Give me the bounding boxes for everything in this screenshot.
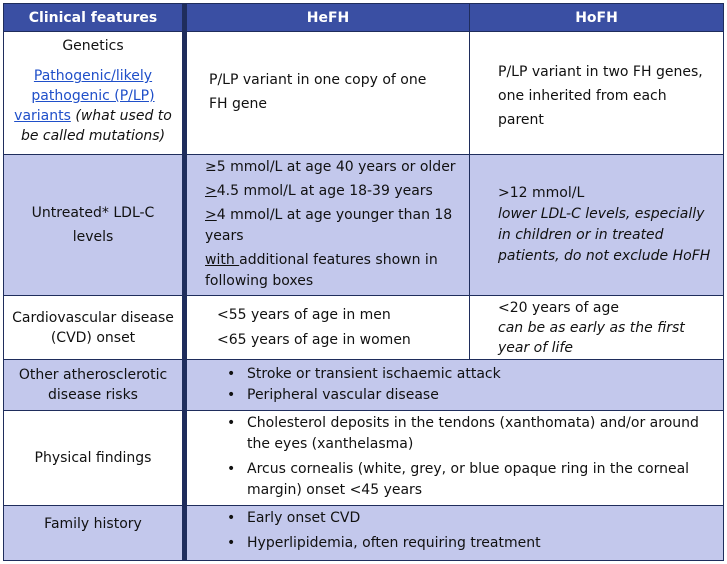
header-label: HoFH bbox=[575, 9, 618, 26]
family-label-cell: Family history bbox=[4, 506, 182, 560]
cvd-label-cell: Cardiovascular disease (CVD) onset bbox=[4, 296, 182, 359]
row-divider bbox=[3, 154, 724, 155]
genetics-hofh-cell: P/LP variant in two FH genes, one inheri… bbox=[470, 32, 723, 154]
header-label: Clinical features bbox=[28, 9, 158, 26]
ldl-hefh-line4: with additional features shown in follow… bbox=[205, 250, 459, 292]
variants-note: (what used to be called mutations) bbox=[20, 108, 172, 144]
cvd-hofh-cell: <20 years of age can be as early as the … bbox=[470, 296, 723, 359]
cvd-hofh-note: can be as early as the first year of lif… bbox=[498, 320, 685, 356]
ldl-hefh-line3-text: 4 mmol/L at age younger than 18 years bbox=[205, 207, 453, 244]
ldl-hofh-note: lower LDL-C levels, especially in childr… bbox=[498, 206, 711, 264]
row-divider bbox=[3, 410, 724, 411]
genetics-label-cell: Genetics Pathogenic/likely pathogenic (P… bbox=[4, 32, 182, 154]
row-divider bbox=[3, 359, 724, 360]
genetics-label: Genetics bbox=[62, 38, 124, 54]
physical-item: Arcus cornealis (white, grey, or blue op… bbox=[219, 459, 713, 501]
column-divider bbox=[469, 3, 470, 360]
other-item: Peripheral vascular disease bbox=[219, 385, 713, 406]
genetics-hofh-text: P/LP variant in two FH genes, one inheri… bbox=[498, 64, 703, 128]
cvd-hefh-cell: <55 years of age in men <65 years of age… bbox=[187, 296, 469, 359]
ldl-hefh-line2-text: 4.5 mmol/L at age 18-39 years bbox=[216, 183, 433, 199]
ldl-hefh-line2-symbol: > bbox=[205, 183, 217, 199]
physical-items-cell: Cholesterol deposits in the tendons (xan… bbox=[187, 411, 723, 505]
physical-label: Physical findings bbox=[34, 450, 152, 466]
border-top bbox=[3, 3, 724, 4]
row-divider bbox=[3, 295, 724, 296]
other-label: Other atherosclerotic disease risks bbox=[18, 367, 168, 403]
ldl-hefh-line1: ≥5 mmol/L at age 40 years or older bbox=[205, 159, 456, 175]
ldl-label-cell: Untreated* LDL-C levels bbox=[4, 155, 182, 295]
header-hofh: HoFH bbox=[470, 4, 723, 31]
other-item: Stroke or transient ischaemic attack bbox=[219, 364, 713, 385]
row-divider bbox=[3, 31, 724, 32]
ldl-hefh-cell: ≥5 mmol/L at age 40 years or older >4.5 … bbox=[187, 155, 469, 295]
family-item: Hyperlipidemia, often requiring treatmen… bbox=[219, 533, 713, 554]
ldl-hefh-line4-with: with bbox=[205, 252, 240, 268]
thick-column-divider bbox=[182, 3, 187, 561]
ldl-hefh-line3-symbol: > bbox=[205, 207, 217, 223]
ldl-hefh-line3: >4 mmol/L at age younger than 18 years bbox=[205, 205, 459, 247]
ldl-hefh-line2: >4.5 mmol/L at age 18-39 years bbox=[205, 181, 459, 202]
physical-item: Cholesterol deposits in the tendons (xan… bbox=[219, 413, 713, 455]
ldl-hefh-line4-text: additional features shown in following b… bbox=[205, 252, 438, 289]
family-item: Early onset CVD bbox=[219, 508, 713, 529]
border-bottom bbox=[3, 560, 724, 561]
cvd-hefh-men: <55 years of age in men bbox=[217, 307, 391, 323]
row-divider bbox=[3, 505, 724, 506]
family-items-cell: Early onset CVD Hyperlipidemia, often re… bbox=[187, 506, 723, 560]
cvd-label: Cardiovascular disease (CVD) onset bbox=[12, 309, 174, 346]
ldl-hofh-cell: >12 mmol/L lower LDL-C levels, especiall… bbox=[470, 155, 723, 295]
other-items-cell: Stroke or transient ischaemic attack Per… bbox=[187, 360, 723, 410]
cvd-hefh-women: <65 years of age in women bbox=[217, 332, 411, 348]
genetics-hefh-cell: P/LP variant in one copy of one FH gene bbox=[187, 32, 469, 154]
ldl-hofh-value: >12 mmol/L bbox=[498, 185, 585, 201]
cvd-hofh-value: <20 years of age bbox=[498, 300, 619, 316]
border-right bbox=[723, 3, 724, 561]
other-label-cell: Other atherosclerotic disease risks bbox=[4, 360, 182, 410]
header-label: HeFH bbox=[306, 9, 350, 26]
border-left bbox=[3, 3, 4, 561]
genetics-variant-text: Pathogenic/likely pathogenic (P/LP) vari… bbox=[12, 66, 174, 146]
family-label: Family history bbox=[44, 516, 142, 532]
header-clinical-features: Clinical features bbox=[4, 4, 182, 31]
header-hefh: HeFH bbox=[187, 4, 469, 31]
pathogenic-variants-link[interactable]: Pathogenic/likely pathogenic (P/LP) vari… bbox=[14, 68, 155, 124]
genetics-hefh-text: P/LP variant in one copy of one FH gene bbox=[209, 72, 427, 112]
ldl-label: Untreated* LDL-C levels bbox=[31, 205, 155, 245]
physical-label-cell: Physical findings bbox=[4, 411, 182, 505]
